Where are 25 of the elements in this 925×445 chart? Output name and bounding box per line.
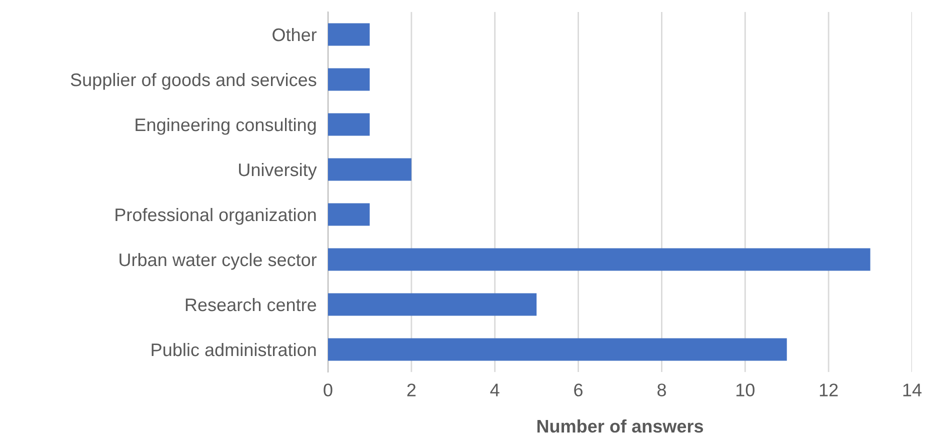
x-tick-label: 0 (324, 384, 332, 396)
y-tick-label: Supplier of goods and services (70, 72, 316, 90)
bar (328, 158, 412, 181)
x-tick-label: 6 (574, 384, 583, 396)
x-tick-label: 14 (903, 384, 922, 396)
y-tick-label: Urban water cycle sector (120, 252, 317, 270)
y-tick-label: Professional organization (116, 208, 316, 225)
bar (328, 338, 787, 361)
x-tick-label: 4 (490, 384, 500, 396)
y-tick-label: Engineering consulting (136, 118, 316, 135)
bar (328, 203, 370, 226)
y-tick-label: Public administration (152, 342, 316, 356)
y-tick-label: University (239, 162, 317, 180)
x-axis-title: Number of answers (537, 419, 704, 433)
bar (328, 23, 370, 46)
x-tick-label: 2 (407, 384, 416, 396)
x-tick-label: 12 (820, 384, 838, 396)
y-tick-label: Other (272, 28, 317, 42)
x-tick-label: 8 (657, 384, 666, 396)
bar (328, 293, 537, 316)
y-tick-label: Research centre (186, 298, 316, 312)
bar (328, 248, 870, 271)
bar (328, 68, 370, 91)
bar (328, 113, 370, 136)
x-tick-label: 10 (736, 384, 754, 396)
